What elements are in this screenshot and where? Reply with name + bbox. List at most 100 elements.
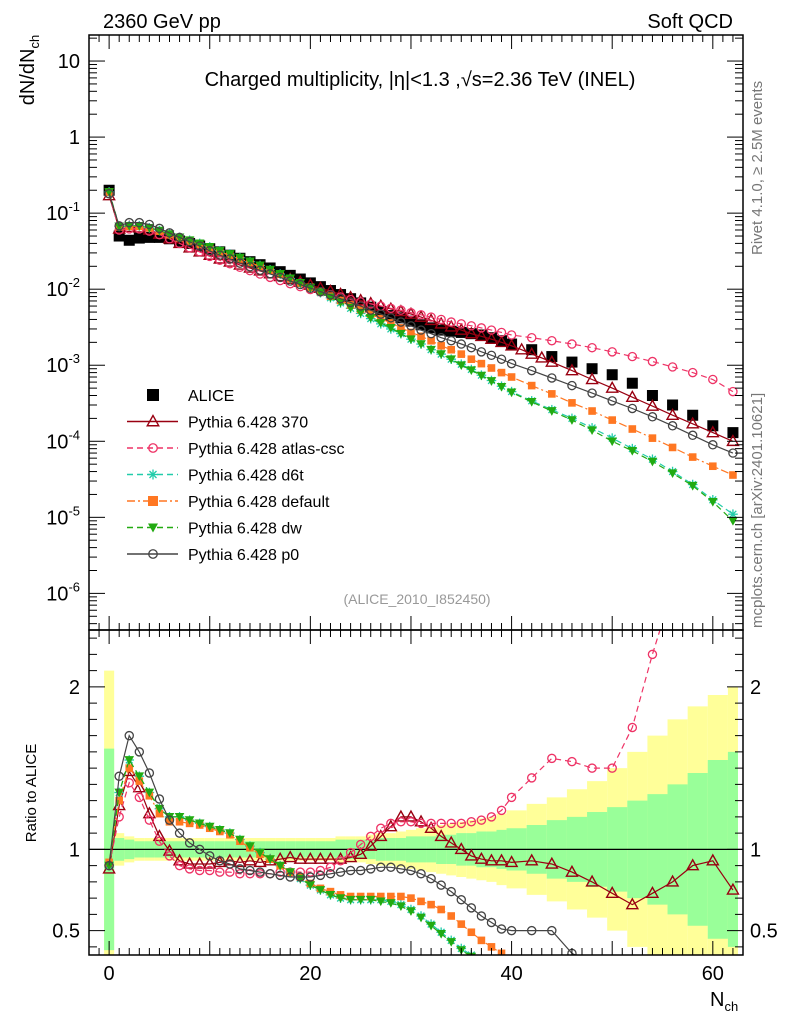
ratio-point-pythia-6-428-atlas-csc (174, 860, 185, 871)
ratio-point-pythia-6-428-p0 (305, 872, 316, 882)
ratio-point-pythia-6-428-default (417, 897, 425, 906)
main-point-pythia-6-428-dw (496, 382, 507, 392)
ratio-point-pythia-6-428-atlas-csc (325, 862, 336, 872)
main-point-pythia-6-428-default (387, 319, 395, 327)
main-point-pythia-6-428-default (417, 332, 425, 341)
ratio-y-tick-label: 2 (69, 677, 80, 699)
uncertainty-bands (89, 670, 743, 955)
legend-marker (146, 414, 160, 427)
main-point-pythia-6-428-dw (587, 426, 597, 435)
ratio-point-pythia-6-428-dw (174, 813, 185, 822)
main-series-pythia-6-428-default (105, 188, 737, 479)
ratio-point-pythia-6-428-370 (454, 842, 468, 855)
main-point-pythia-6-428-p0 (526, 365, 537, 376)
ratio-point-pythia-6-428-dw (365, 895, 376, 905)
main-series-pythia-6-428-370 (102, 188, 740, 447)
main-point-pythia-6-428-370 (514, 342, 529, 355)
ratio-series-pythia-6-428-dw (104, 756, 497, 972)
main-point-pythia-6-428-atlas-csc (708, 374, 718, 385)
ratio-point-pythia-6-428-atlas-csc (426, 818, 436, 829)
ratio-point-pythia-6-428-370 (203, 856, 217, 869)
main-point-alice (626, 377, 638, 389)
main-series-pythia-6-428-atlas-csc (104, 188, 738, 397)
main-point-alice (133, 232, 145, 244)
ratio-point-pythia-6-428-dw (487, 963, 497, 972)
ratio-point-pythia-6-428-p0 (205, 851, 215, 861)
legend-label: Pythia 6.428 default (188, 494, 330, 511)
main-point-pythia-6-428-p0 (194, 241, 205, 251)
y-tick-label: 10-6 (46, 579, 80, 605)
ratio-y-tick-label: 1 (69, 839, 80, 861)
legend-label: Pythia 6.428 p0 (188, 547, 299, 564)
ratio-point-pythia-6-428-default (135, 777, 144, 785)
ratio-point-pythia-6-428-atlas-csc (154, 836, 165, 846)
ratio-point-pythia-6-428-atlas-csc (668, 585, 676, 593)
legend-item-pythia-6-428-dw: Pythia 6.428 dw (127, 521, 302, 538)
main-point-pythia-6-428-370 (706, 425, 720, 438)
main-line-pythia-6-428-p0 (108, 193, 734, 454)
ratio-point-pythia-6-428-dw (154, 804, 165, 814)
main-point-pythia-6-428-dw (486, 377, 497, 386)
ratio-point-pythia-6-428-dw (204, 822, 215, 832)
ratio-point-pythia-6-428-370 (293, 851, 308, 864)
main-point-pythia-6-428-p0 (134, 217, 145, 228)
main-point-pythia-6-428-p0 (627, 403, 638, 414)
ratio-point-pythia-6-428-default (175, 817, 184, 826)
main-point-pythia-6-428-370 (454, 322, 468, 335)
ratio-point-pythia-6-428-p0 (295, 872, 306, 882)
main-point-alice (304, 277, 316, 289)
main-point-pythia-6-428-dw (194, 239, 205, 249)
legend-item-alice: ALICE (147, 388, 234, 405)
main-point-pythia-6-428-p0 (325, 290, 336, 300)
ratio-point-pythia-6-428-dw (426, 921, 436, 931)
ratio-point-pythia-6-428-default (457, 920, 466, 928)
main-point-pythia-6-428-atlas-csc (386, 303, 396, 314)
ratio-point-pythia-6-428-p0 (486, 917, 497, 928)
main-point-pythia-6-428-p0 (184, 237, 195, 247)
ratio-point-pythia-6-428-370 (233, 855, 247, 868)
ratio-point-pythia-6-428-p0 (235, 864, 245, 874)
legend-marker (148, 469, 158, 480)
ratio-point-pythia-6-428-atlas-csc (506, 792, 517, 803)
main-series-pythia-6-428-p0 (104, 188, 738, 458)
ratio-point-pythia-6-428-default (437, 905, 445, 914)
main-point-pythia-6-428-p0 (245, 262, 255, 272)
main-point-pythia-6-428-p0 (406, 321, 416, 331)
main-point-pythia-6-428-370 (545, 354, 559, 367)
ratio-point-pythia-6-428-370 (524, 853, 539, 866)
main-point-pythia-6-428-dw (526, 398, 537, 407)
ratio-point-pythia-6-428-370 (665, 874, 680, 887)
ratio-point-pythia-6-428-atlas-csc (547, 753, 557, 764)
ratio-point-pythia-6-428-p0 (325, 869, 336, 879)
ratio-point-pythia-6-428-atlas-csc (305, 867, 316, 877)
main-point-pythia-6-428-atlas-csc (365, 299, 376, 309)
main-point-pythia-6-428-370 (414, 309, 428, 322)
ratio-point-pythia-6-428-atlas-csc (164, 851, 175, 861)
ratio-plot-frame (88, 629, 744, 956)
main-point-pythia-6-428-atlas-csc (426, 312, 436, 322)
ratio-point-pythia-6-428-atlas-csc (476, 815, 487, 825)
ratio-point-pythia-6-428-p0 (376, 862, 386, 872)
main-point-pythia-6-428-370 (504, 338, 519, 351)
main-point-pythia-6-428-atlas-csc (416, 310, 426, 320)
ratio-point-pythia-6-428-atlas-csc (365, 831, 376, 842)
x-axis-label-text: N (710, 989, 724, 1011)
main-point-pythia-6-428-dw (446, 355, 457, 365)
main-point-pythia-6-428-p0 (164, 228, 175, 238)
ratio-point-pythia-6-428-p0 (365, 864, 376, 874)
ratio-point-pythia-6-428-dw (305, 881, 316, 890)
legend-marker (148, 496, 158, 506)
ratio-point-pythia-6-428-370 (303, 851, 318, 864)
main-point-pythia-6-428-p0 (476, 347, 487, 357)
ratio-point-pythia-6-428-p0 (416, 869, 426, 879)
ratio-point-pythia-6-428-p0 (386, 862, 396, 872)
main-point-pythia-6-428-default (648, 434, 657, 442)
main-point-alice (687, 409, 699, 421)
main-point-pythia-6-428-p0 (587, 388, 597, 398)
main-point-pythia-6-428-p0 (396, 317, 406, 327)
y-tick-label: 10-4 (46, 427, 80, 453)
main-point-pythia-6-428-default (548, 390, 556, 398)
ratio-point-pythia-6-428-dw (114, 788, 124, 798)
legend: ALICE Pythia 6.428 370 Pythia 6.428 atlas-… (127, 388, 345, 564)
main-point-pythia-6-428-p0 (255, 265, 265, 276)
